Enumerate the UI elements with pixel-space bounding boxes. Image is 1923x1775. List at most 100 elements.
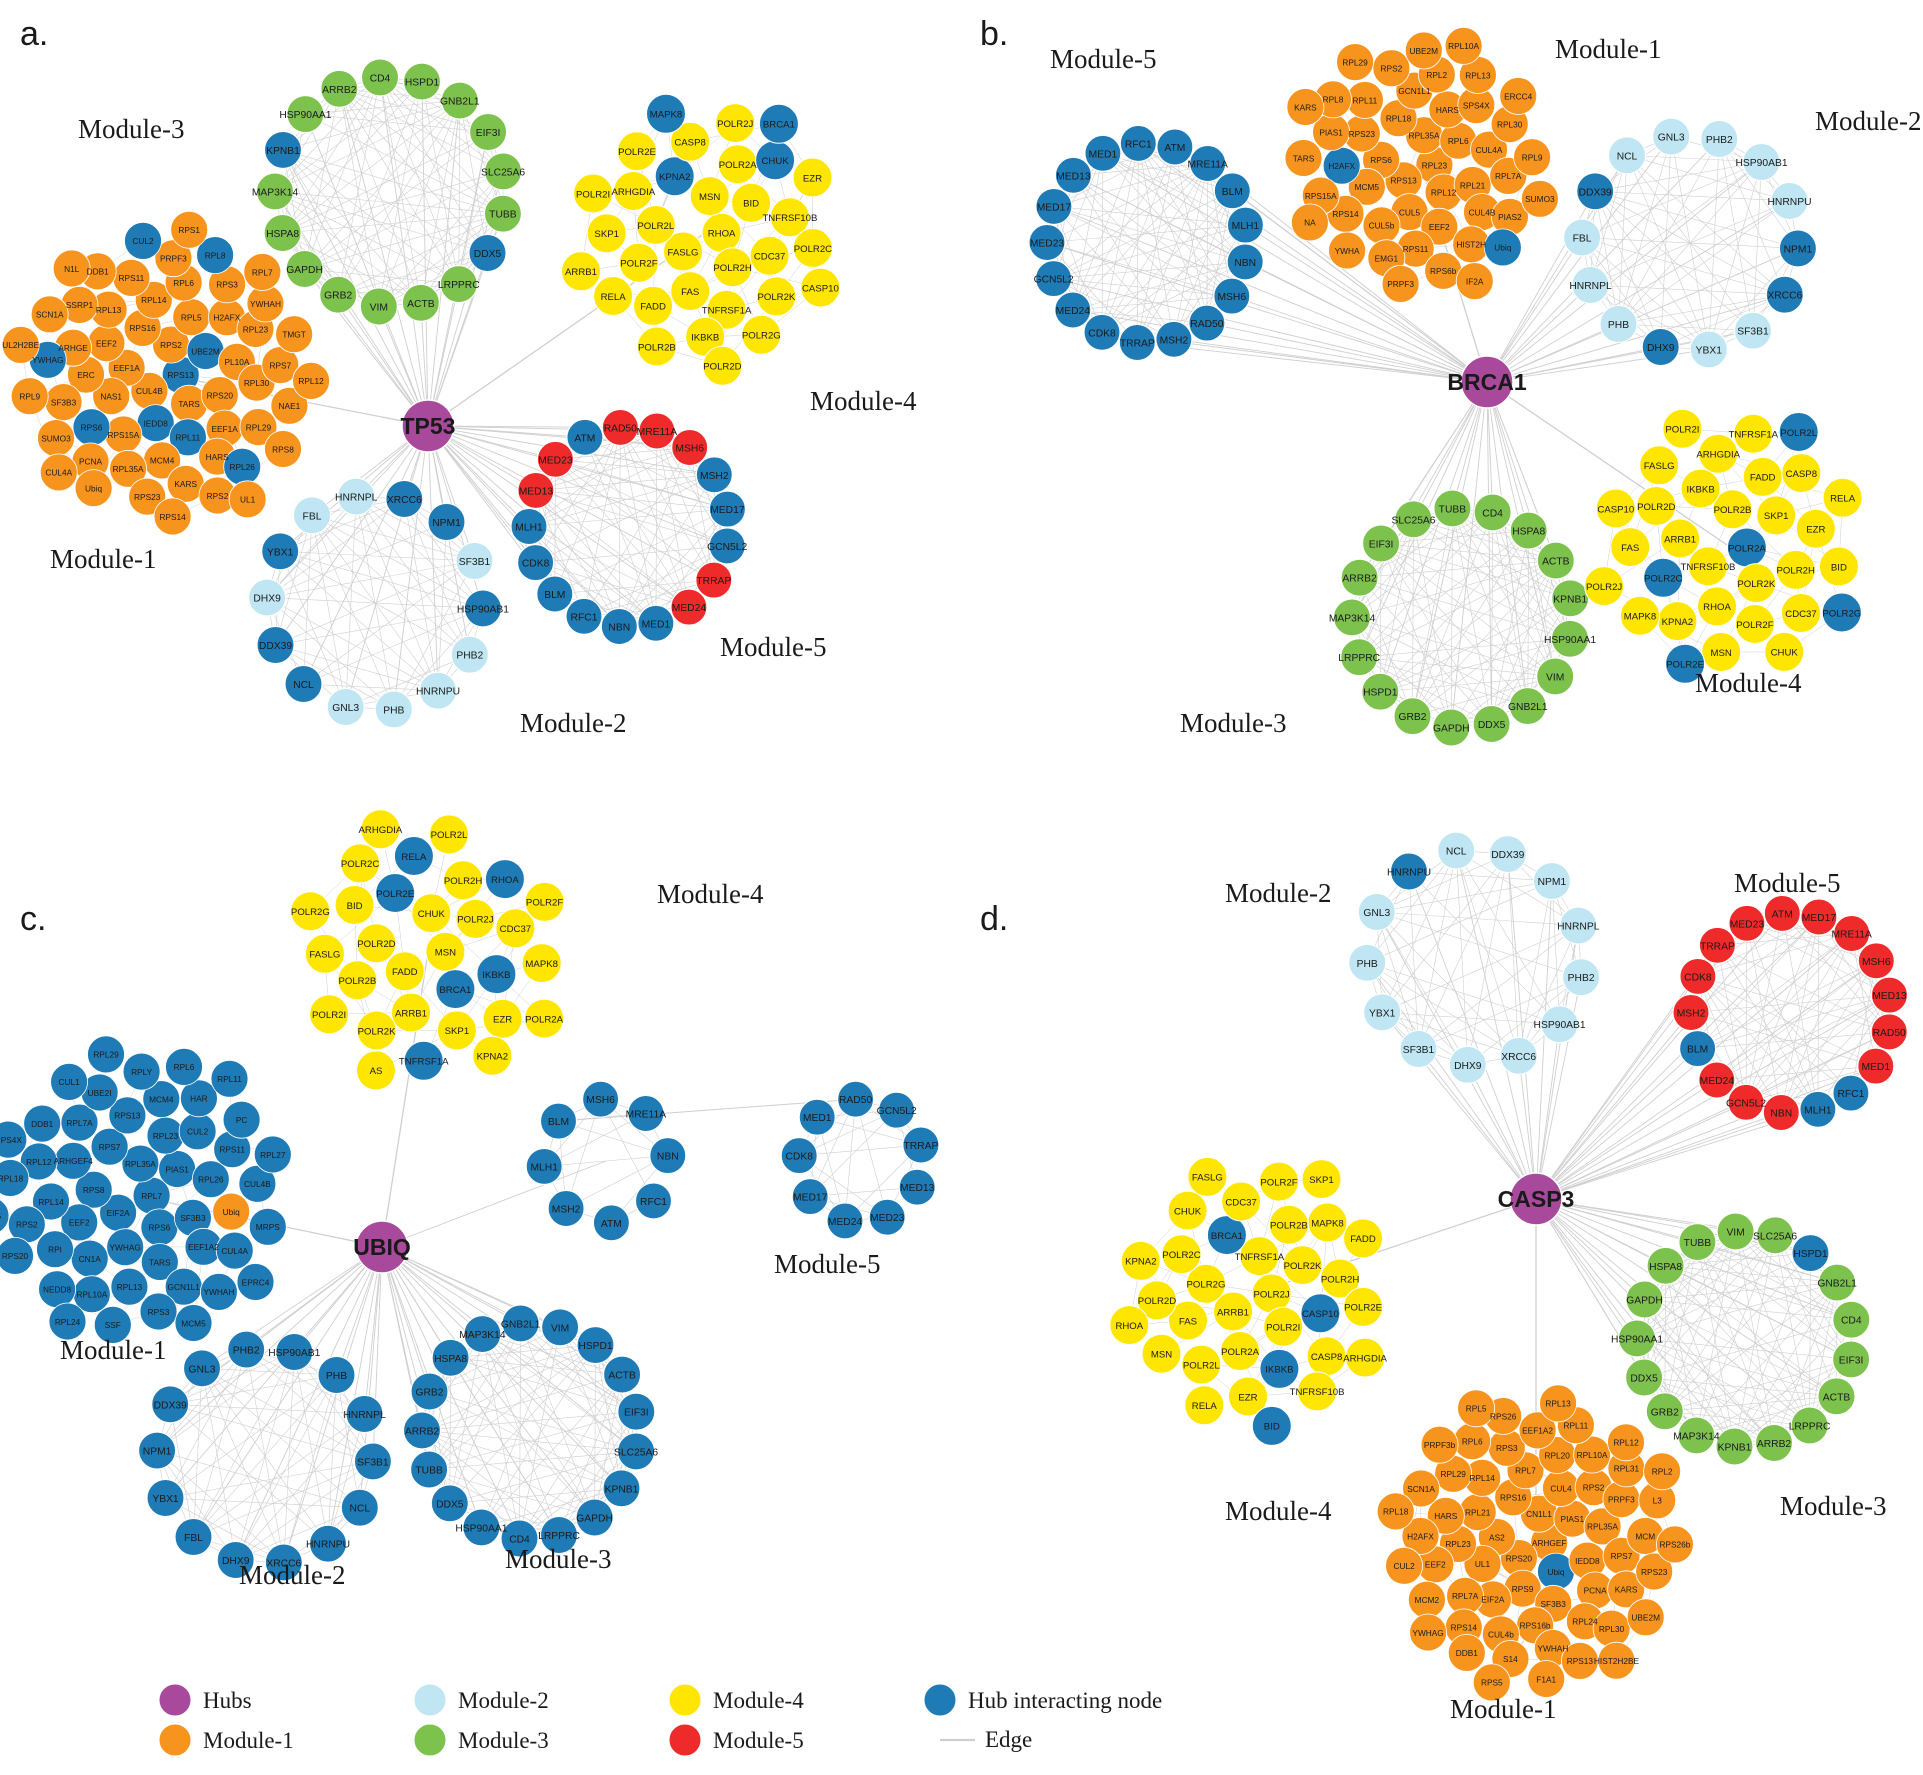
svg-text:ARRB2: ARRB2 bbox=[1757, 1439, 1792, 1450]
svg-text:PIAS1: PIAS1 bbox=[1319, 127, 1343, 137]
svg-text:N1L: N1L bbox=[64, 264, 80, 274]
svg-text:HSP90AB1: HSP90AB1 bbox=[268, 1348, 320, 1359]
svg-text:YWHAG: YWHAG bbox=[32, 355, 63, 365]
svg-text:TMGT: TMGT bbox=[282, 330, 306, 340]
svg-text:MAP3K14: MAP3K14 bbox=[252, 187, 299, 198]
svg-text:CDK8: CDK8 bbox=[1088, 328, 1116, 339]
svg-text:CUL4B: CUL4B bbox=[244, 1179, 271, 1189]
svg-text:MAPK8: MAPK8 bbox=[1624, 612, 1657, 623]
svg-text:MED1: MED1 bbox=[642, 619, 671, 630]
svg-text:RPL11: RPL11 bbox=[176, 433, 201, 443]
svg-text:YBX1: YBX1 bbox=[1369, 1008, 1396, 1019]
svg-text:HIST2H: HIST2H bbox=[1456, 240, 1486, 250]
svg-text:RAD50: RAD50 bbox=[839, 1095, 872, 1106]
svg-text:RPS14: RPS14 bbox=[1332, 209, 1359, 219]
svg-text:LRPPRC: LRPPRC bbox=[1789, 1422, 1831, 1433]
svg-text:HNRNPU: HNRNPU bbox=[306, 1540, 350, 1551]
svg-text:ARRB2: ARRB2 bbox=[1342, 574, 1377, 585]
svg-text:CASP8: CASP8 bbox=[1311, 1352, 1342, 1363]
svg-text:SLC25A6: SLC25A6 bbox=[1391, 515, 1435, 526]
svg-text:MLH1: MLH1 bbox=[515, 523, 543, 534]
svg-text:MCM2: MCM2 bbox=[1415, 1595, 1440, 1605]
svg-text:RPL8: RPL8 bbox=[205, 250, 226, 260]
svg-text:MED23: MED23 bbox=[1030, 239, 1065, 250]
svg-text:KPNB1: KPNB1 bbox=[605, 1484, 639, 1495]
svg-text:KPNA2: KPNA2 bbox=[659, 172, 690, 183]
svg-text:TARS: TARS bbox=[1293, 153, 1315, 163]
svg-text:ATM: ATM bbox=[601, 1219, 622, 1230]
svg-text:HNRNPL: HNRNPL bbox=[1569, 281, 1612, 292]
svg-text:KARS: KARS bbox=[1615, 1585, 1638, 1595]
svg-text:ARHGEF4: ARHGEF4 bbox=[54, 1156, 94, 1166]
svg-text:IEDD8: IEDD8 bbox=[143, 418, 168, 428]
svg-text:EEF2: EEF2 bbox=[69, 1218, 90, 1228]
svg-text:CD4: CD4 bbox=[1482, 508, 1503, 519]
svg-text:CN1A: CN1A bbox=[79, 1254, 102, 1264]
svg-text:RPL12: RPL12 bbox=[26, 1157, 52, 1167]
svg-text:d.: d. bbox=[980, 900, 1008, 938]
svg-text:PRPF3: PRPF3 bbox=[160, 254, 187, 264]
svg-text:VIM: VIM bbox=[370, 303, 388, 314]
svg-text:Module-1: Module-1 bbox=[1555, 34, 1661, 64]
svg-text:RPL14: RPL14 bbox=[1470, 1473, 1496, 1483]
svg-text:RPL30: RPL30 bbox=[244, 378, 270, 388]
svg-text:DHX9: DHX9 bbox=[253, 594, 281, 605]
svg-text:NPM1: NPM1 bbox=[1538, 877, 1567, 888]
svg-text:RPL35A: RPL35A bbox=[1409, 131, 1440, 141]
svg-text:EZR: EZR bbox=[1238, 1392, 1257, 1403]
svg-text:MED24: MED24 bbox=[672, 603, 707, 614]
svg-text:POLR2K: POLR2K bbox=[757, 292, 795, 303]
svg-text:POLR2C: POLR2C bbox=[1644, 574, 1682, 585]
svg-text:POLR2I: POLR2I bbox=[1665, 425, 1699, 436]
svg-text:CUL4B: CUL4B bbox=[1469, 207, 1496, 217]
svg-text:MSH6: MSH6 bbox=[1217, 292, 1246, 303]
svg-text:HNRNPU: HNRNPU bbox=[1387, 868, 1431, 879]
svg-text:MED23: MED23 bbox=[1730, 919, 1765, 930]
svg-text:CUL2: CUL2 bbox=[132, 236, 154, 246]
svg-text:RPS13: RPS13 bbox=[1567, 1656, 1594, 1666]
svg-text:RPL13: RPL13 bbox=[1545, 1399, 1571, 1409]
svg-text:EZR: EZR bbox=[1806, 525, 1825, 536]
svg-text:CD4: CD4 bbox=[1841, 1316, 1862, 1327]
svg-text:BLM: BLM bbox=[548, 1117, 569, 1128]
svg-text:Module-5: Module-5 bbox=[713, 1728, 804, 1753]
svg-text:NBN: NBN bbox=[1770, 1109, 1792, 1120]
svg-text:MSH6: MSH6 bbox=[675, 444, 704, 455]
svg-text:GCN5L2: GCN5L2 bbox=[1726, 1098, 1766, 1109]
svg-text:SUMO3: SUMO3 bbox=[1525, 194, 1555, 204]
svg-text:POLR2L: POLR2L bbox=[1780, 428, 1817, 439]
svg-text:NPM1: NPM1 bbox=[1784, 244, 1813, 255]
svg-text:ERC: ERC bbox=[77, 370, 95, 380]
svg-text:FASLG: FASLG bbox=[309, 950, 340, 961]
svg-text:IKBKB: IKBKB bbox=[1265, 1365, 1293, 1376]
svg-text:RPS11: RPS11 bbox=[119, 273, 145, 283]
svg-text:SKP1: SKP1 bbox=[1764, 511, 1789, 522]
svg-text:MAP3K14: MAP3K14 bbox=[459, 1330, 506, 1341]
svg-text:NA: NA bbox=[1304, 218, 1316, 228]
svg-text:FBL: FBL bbox=[184, 1533, 203, 1544]
svg-text:HSP90AA1: HSP90AA1 bbox=[1544, 635, 1596, 646]
svg-text:PCNA: PCNA bbox=[79, 457, 103, 467]
svg-text:POLR2J: POLR2J bbox=[717, 119, 753, 130]
svg-text:L3: L3 bbox=[1653, 1496, 1663, 1506]
svg-text:RPL11: RPL11 bbox=[1353, 95, 1378, 105]
svg-text:RPS16: RPS16 bbox=[129, 323, 156, 333]
svg-text:EZR: EZR bbox=[493, 1015, 512, 1026]
svg-text:RELA: RELA bbox=[1830, 494, 1856, 505]
svg-text:RPL6: RPL6 bbox=[1462, 1437, 1483, 1447]
svg-text:MRE11A: MRE11A bbox=[637, 427, 678, 438]
svg-text:HSP90AB1: HSP90AB1 bbox=[457, 604, 509, 615]
svg-text:POLR2G: POLR2G bbox=[1187, 1280, 1226, 1291]
svg-text:Module-4: Module-4 bbox=[713, 1688, 804, 1713]
svg-text:CD4: CD4 bbox=[370, 73, 391, 84]
svg-text:CUL4A: CUL4A bbox=[1476, 145, 1503, 155]
svg-text:MED13: MED13 bbox=[1056, 171, 1091, 182]
svg-text:RFC1: RFC1 bbox=[640, 1197, 667, 1208]
svg-text:Module-5: Module-5 bbox=[1734, 868, 1840, 898]
svg-text:FADD: FADD bbox=[392, 967, 418, 978]
svg-text:DDB1: DDB1 bbox=[31, 1119, 54, 1129]
svg-text:UBE2M: UBE2M bbox=[1410, 46, 1439, 56]
svg-text:YWHAG: YWHAG bbox=[110, 1243, 141, 1253]
svg-text:ARHGDIA: ARHGDIA bbox=[1343, 1353, 1387, 1364]
svg-text:Module-2: Module-2 bbox=[458, 1688, 549, 1713]
